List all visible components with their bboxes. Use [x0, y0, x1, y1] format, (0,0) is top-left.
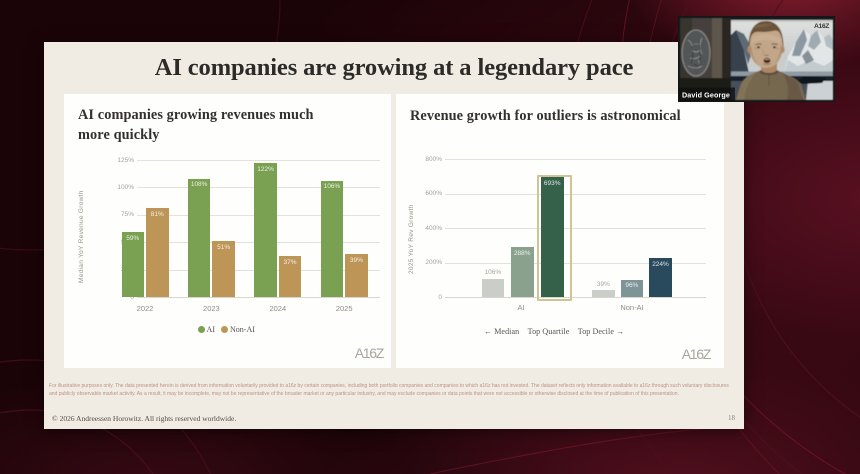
svg-text:A16Z: A16Z	[814, 23, 829, 30]
svg-text:David George: David George	[682, 90, 730, 99]
